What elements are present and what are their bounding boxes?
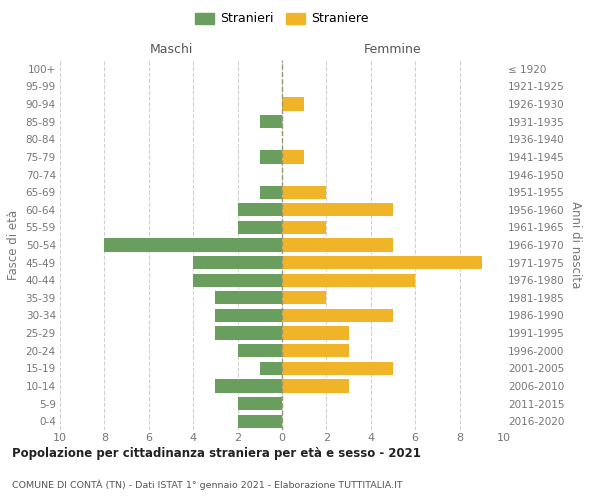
Bar (282, 380, 349, 392)
Bar (238, 221, 282, 234)
Bar (282, 150, 304, 164)
Bar (238, 397, 282, 410)
Bar (282, 221, 326, 234)
Bar (215, 326, 282, 340)
Bar (215, 380, 282, 392)
Bar (282, 203, 393, 216)
Bar (282, 98, 304, 110)
Bar (260, 115, 282, 128)
Bar (215, 309, 282, 322)
Bar (260, 150, 282, 164)
Bar (260, 186, 282, 198)
Bar (193, 274, 282, 287)
Text: Popolazione per cittadinanza straniera per età e sesso - 2021: Popolazione per cittadinanza straniera p… (12, 448, 421, 460)
Y-axis label: Fasce di età: Fasce di età (7, 210, 20, 280)
Bar (282, 362, 393, 375)
Bar (193, 256, 282, 269)
Bar (238, 203, 282, 216)
Bar (238, 414, 282, 428)
Bar (282, 309, 393, 322)
Bar (215, 291, 282, 304)
Bar (104, 238, 282, 252)
Bar (282, 256, 482, 269)
Bar (260, 362, 282, 375)
Text: COMUNE DI CONTÀ (TN) - Dati ISTAT 1° gennaio 2021 - Elaborazione TUTTITALIA.IT: COMUNE DI CONTÀ (TN) - Dati ISTAT 1° gen… (12, 479, 403, 490)
Bar (282, 291, 326, 304)
Bar (282, 238, 393, 252)
Bar (282, 344, 349, 358)
Y-axis label: Anni di nascita: Anni di nascita (569, 202, 581, 288)
Bar (282, 186, 326, 198)
Text: Maschi: Maschi (149, 44, 193, 57)
Legend: Stranieri, Straniere: Stranieri, Straniere (191, 8, 373, 29)
Bar (238, 344, 282, 358)
Bar (282, 274, 415, 287)
Bar (282, 326, 349, 340)
Text: Femmine: Femmine (364, 44, 422, 57)
